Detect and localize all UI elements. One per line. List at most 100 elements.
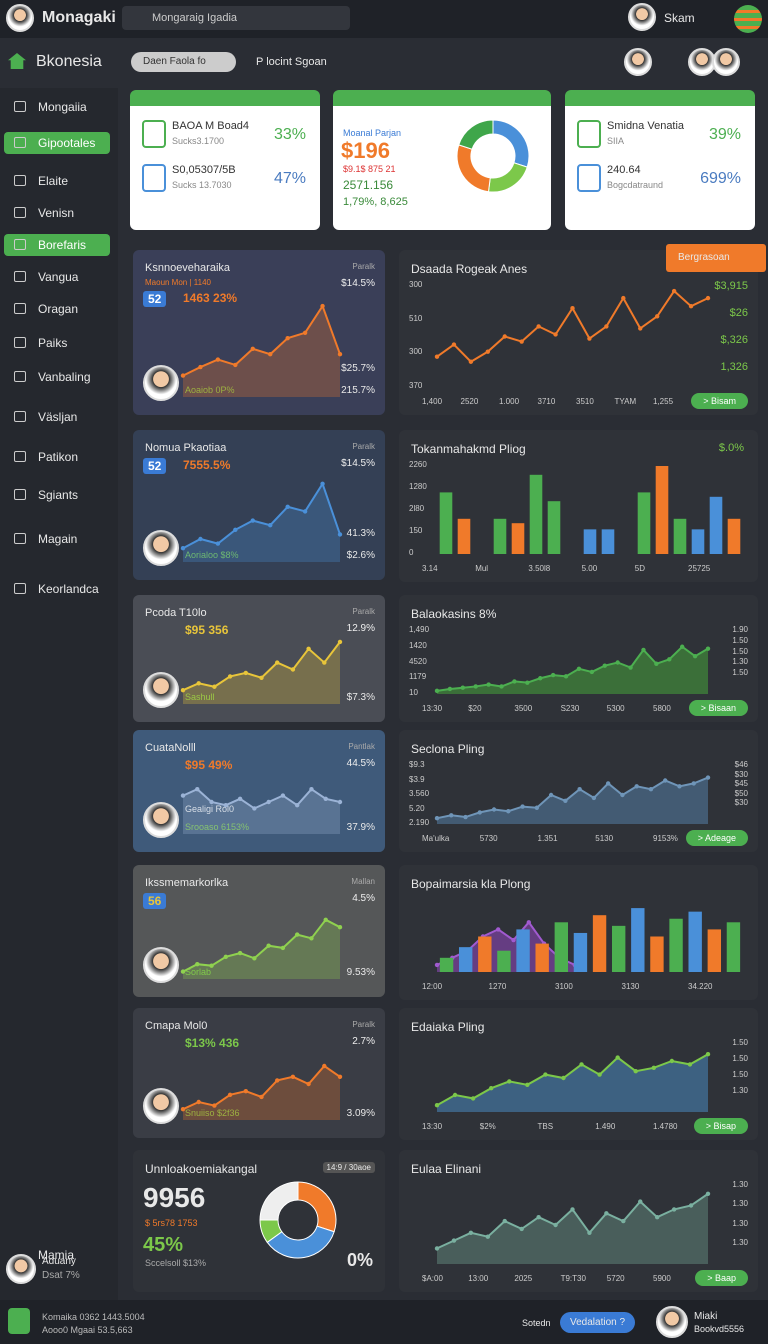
sub: $9.1$ 875 21 xyxy=(343,164,396,174)
nav-item[interactable]: Paiks xyxy=(4,332,110,354)
point xyxy=(548,792,554,798)
nav-item[interactable]: Väsljan xyxy=(4,406,110,428)
nav-item[interactable]: Venisn xyxy=(4,202,110,224)
chart xyxy=(456,119,530,193)
big-value: 9956 xyxy=(143,1182,206,1213)
right-label: 215.7% xyxy=(341,385,375,396)
point xyxy=(705,1191,711,1196)
x-label: 5300 xyxy=(606,704,625,713)
validation-button[interactable]: Vedalation ? xyxy=(560,1312,636,1333)
point xyxy=(196,1099,201,1105)
nav-item[interactable]: Vanbaling xyxy=(4,366,110,388)
point xyxy=(259,1094,264,1100)
row-label: BAOA M Boad4 xyxy=(172,120,250,132)
point xyxy=(243,1089,248,1094)
right-label: $2.6% xyxy=(346,550,375,561)
line xyxy=(436,289,709,364)
action-button[interactable]: > Adeage xyxy=(685,830,748,846)
point xyxy=(209,799,214,805)
point xyxy=(294,803,300,808)
avatar xyxy=(712,48,740,76)
point xyxy=(651,1065,656,1070)
action-button[interactable]: > Bisam xyxy=(691,393,748,409)
filter-pill[interactable]: Daen Faola fo xyxy=(131,52,236,72)
y-label: 2.190 xyxy=(409,818,430,827)
point xyxy=(577,787,582,792)
bar xyxy=(439,957,454,972)
nav-item[interactable]: Oragan xyxy=(4,298,110,320)
line: 1,79%, 8,625 xyxy=(343,196,408,208)
action-button[interactable]: > Bisap xyxy=(693,1118,748,1134)
point xyxy=(638,326,643,331)
nav-bottom[interactable]: Mamia xyxy=(38,1248,75,1262)
app-title: Monagaki xyxy=(42,9,116,26)
y-label: 2l80 xyxy=(409,504,425,513)
chart xyxy=(434,908,741,972)
chart-panel: Tokanmahakmd Pliog $.0% 2260 1280 2l80 150 0 3.… xyxy=(399,430,758,582)
nav-icon xyxy=(14,411,26,422)
y-label: 5.20 xyxy=(409,803,425,813)
point xyxy=(434,962,440,968)
x-label: 13:00 xyxy=(468,1274,489,1283)
point xyxy=(561,1075,566,1081)
point xyxy=(489,1086,494,1091)
area xyxy=(183,1066,340,1120)
point xyxy=(306,646,311,651)
nav-item[interactable]: Magain xyxy=(4,528,110,550)
panel-title: Pcoda T10lo xyxy=(145,607,207,619)
point xyxy=(536,1215,541,1220)
chart xyxy=(434,1052,711,1112)
nav-item[interactable]: Borefaris xyxy=(4,234,110,256)
avatar xyxy=(624,48,652,76)
user-avatar[interactable] xyxy=(628,3,656,31)
point xyxy=(473,684,478,689)
chart xyxy=(434,775,711,824)
nav-item[interactable]: Vangua xyxy=(4,266,110,288)
bar xyxy=(497,950,511,972)
bar xyxy=(709,496,723,554)
x-label: 5D xyxy=(634,564,646,573)
panel-footer: Sashull xyxy=(185,692,215,702)
y-label: 0 xyxy=(409,548,414,557)
point xyxy=(322,660,327,665)
point xyxy=(621,295,626,301)
nav-item[interactable]: Keorlandca xyxy=(4,578,110,600)
nav-item[interactable]: Mongaiia xyxy=(4,96,110,118)
point xyxy=(463,814,468,820)
line xyxy=(182,918,341,973)
nav-item[interactable]: Patikon xyxy=(4,446,110,468)
point xyxy=(519,339,524,344)
point xyxy=(525,680,530,685)
nav-item[interactable]: Elaite xyxy=(4,170,110,192)
point xyxy=(543,1072,548,1077)
x-label: 13:30 xyxy=(422,1122,443,1131)
action-button[interactable]: > Bisaan xyxy=(688,700,748,716)
line xyxy=(436,645,709,692)
area xyxy=(437,777,708,824)
y-label: 150 xyxy=(409,526,423,535)
x-label: TYAM xyxy=(614,397,637,406)
search-box[interactable]: Mongaraig Igadia xyxy=(122,6,350,30)
row-icon xyxy=(577,164,601,192)
bar xyxy=(707,929,722,972)
bar xyxy=(493,518,507,554)
bar xyxy=(554,922,569,972)
nav-item[interactable]: Sgiants xyxy=(4,484,110,506)
point xyxy=(215,357,221,362)
r-label: 1.50 xyxy=(732,635,748,645)
bar xyxy=(673,518,687,554)
point xyxy=(550,672,556,678)
line: 2571.156 xyxy=(343,178,394,192)
nav-item[interactable]: Gipootales xyxy=(4,132,110,154)
action-button[interactable]: > Baap xyxy=(695,1270,748,1286)
r-label: 1.50 xyxy=(732,1070,748,1079)
panel-sub: Maoun Mon | 1140 xyxy=(145,278,211,287)
menu-icon[interactable] xyxy=(734,5,762,33)
nav-icon xyxy=(14,583,26,594)
row-sub: Sucks3.1700 xyxy=(172,136,225,146)
x-label: Mul xyxy=(475,564,489,573)
row-icon xyxy=(142,120,166,148)
footer-user: Miaki xyxy=(694,1311,718,1322)
y-label: $9.3 xyxy=(409,760,425,769)
x-label: $A:00 xyxy=(422,1274,443,1283)
